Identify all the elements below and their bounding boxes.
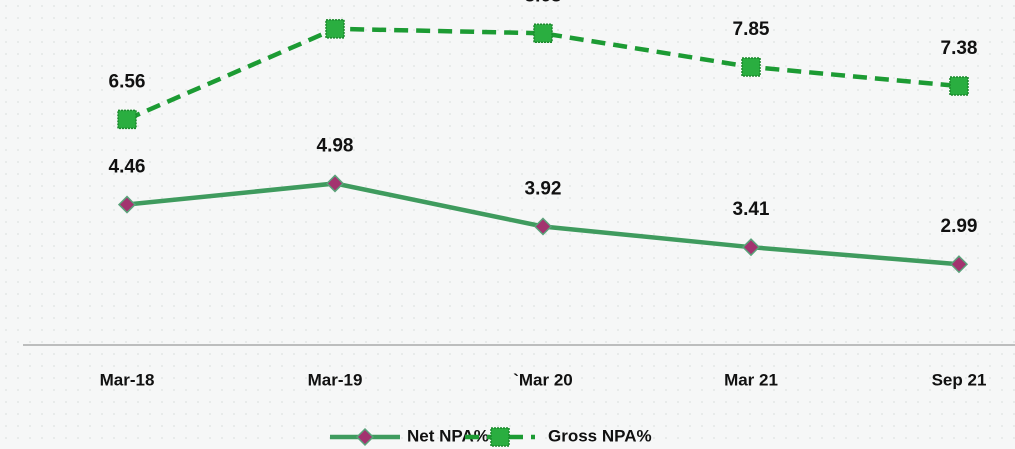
legend-label: Net NPA% xyxy=(407,426,489,445)
marker xyxy=(949,76,969,96)
marker xyxy=(325,174,345,193)
marker xyxy=(533,23,553,44)
x-tick-label: Sep 21 xyxy=(932,370,987,389)
marker xyxy=(741,57,761,77)
x-tick-label: Mar-18 xyxy=(100,370,155,389)
legend-label: Gross NPA% xyxy=(548,426,652,445)
data-label: 8.68 xyxy=(525,0,562,6)
marker xyxy=(533,217,553,236)
marker xyxy=(741,238,761,257)
data-label: 8.79 xyxy=(317,0,354,2)
marker xyxy=(355,427,375,447)
marker xyxy=(490,427,510,447)
data-label: 7.85 xyxy=(733,19,770,40)
marker xyxy=(117,109,137,130)
data-label: 4.98 xyxy=(317,135,354,156)
data-label: 2.99 xyxy=(941,216,978,237)
marker xyxy=(117,195,137,214)
x-tick-label: Mar 21 xyxy=(724,370,778,389)
marker xyxy=(949,255,969,274)
marker xyxy=(325,19,345,39)
data-label: 7.38 xyxy=(941,38,978,59)
data-label: 3.92 xyxy=(525,178,562,199)
x-tick-label: `Mar 20 xyxy=(513,370,573,389)
series-line xyxy=(126,26,960,122)
x-tick-label: Mar-19 xyxy=(308,370,363,389)
data-label: 3.41 xyxy=(733,199,770,220)
data-label: 6.56 xyxy=(109,71,146,92)
data-label: 4.46 xyxy=(109,157,146,178)
